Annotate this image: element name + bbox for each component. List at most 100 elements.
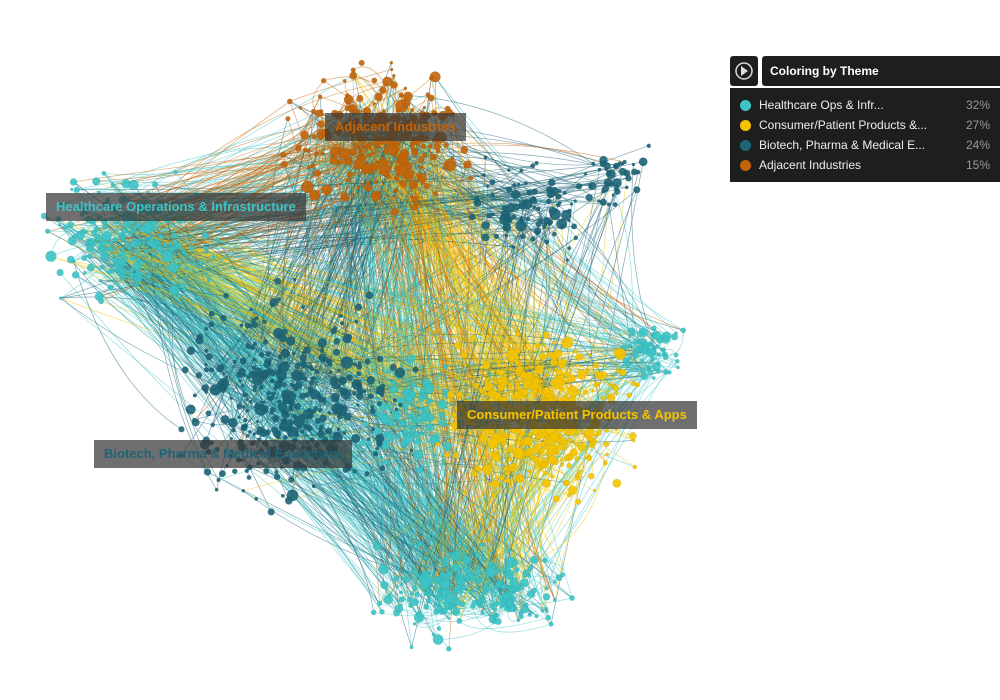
node[interactable] bbox=[151, 181, 159, 188]
node[interactable] bbox=[565, 258, 569, 262]
node[interactable] bbox=[274, 277, 282, 285]
node[interactable] bbox=[599, 155, 608, 165]
node[interactable] bbox=[358, 384, 363, 388]
node[interactable] bbox=[412, 366, 419, 373]
node[interactable] bbox=[90, 229, 98, 237]
node[interactable] bbox=[534, 364, 544, 375]
node[interactable] bbox=[443, 142, 450, 148]
node[interactable] bbox=[481, 221, 490, 230]
node[interactable] bbox=[545, 198, 552, 205]
node[interactable] bbox=[231, 468, 238, 475]
node[interactable] bbox=[382, 76, 393, 87]
node[interactable] bbox=[346, 374, 354, 382]
node[interactable] bbox=[280, 409, 287, 415]
node[interactable] bbox=[491, 480, 500, 488]
node[interactable] bbox=[208, 321, 215, 328]
node[interactable] bbox=[447, 616, 451, 621]
node[interactable] bbox=[442, 364, 449, 370]
node[interactable] bbox=[379, 608, 385, 615]
node[interactable] bbox=[419, 411, 429, 421]
node[interactable] bbox=[345, 92, 350, 98]
node[interactable] bbox=[294, 403, 302, 411]
node[interactable] bbox=[452, 452, 459, 459]
node[interactable] bbox=[220, 414, 230, 425]
node[interactable] bbox=[479, 433, 489, 443]
node[interactable] bbox=[482, 464, 493, 475]
node[interactable] bbox=[396, 599, 400, 604]
node[interactable] bbox=[480, 610, 485, 615]
node[interactable] bbox=[491, 564, 497, 569]
node[interactable] bbox=[513, 567, 520, 573]
node[interactable] bbox=[488, 428, 495, 435]
node[interactable] bbox=[327, 410, 332, 415]
node[interactable] bbox=[525, 216, 531, 221]
node[interactable] bbox=[555, 368, 563, 376]
node[interactable] bbox=[281, 328, 288, 335]
node[interactable] bbox=[394, 407, 399, 412]
node[interactable] bbox=[483, 155, 488, 160]
node[interactable] bbox=[259, 400, 263, 404]
node[interactable] bbox=[429, 398, 434, 403]
node[interactable] bbox=[393, 140, 398, 145]
node[interactable] bbox=[560, 462, 565, 467]
node[interactable] bbox=[573, 349, 579, 354]
node[interactable] bbox=[316, 429, 326, 439]
node[interactable] bbox=[416, 172, 423, 179]
node[interactable] bbox=[474, 568, 483, 576]
node[interactable] bbox=[346, 101, 351, 106]
node[interactable] bbox=[479, 388, 485, 394]
node[interactable] bbox=[494, 618, 502, 626]
node[interactable] bbox=[390, 81, 398, 89]
node[interactable] bbox=[407, 414, 413, 419]
node[interactable] bbox=[135, 269, 142, 277]
legend-row[interactable]: Adjacent Industries 15% bbox=[730, 155, 1000, 175]
node[interactable] bbox=[289, 401, 296, 407]
node[interactable] bbox=[300, 360, 308, 369]
node[interactable] bbox=[378, 163, 391, 176]
node[interactable] bbox=[236, 371, 243, 379]
node[interactable] bbox=[633, 338, 640, 345]
node[interactable] bbox=[246, 374, 251, 379]
node[interactable] bbox=[409, 645, 414, 650]
node[interactable] bbox=[506, 599, 515, 607]
node[interactable] bbox=[340, 356, 354, 370]
node[interactable] bbox=[130, 255, 136, 261]
node[interactable] bbox=[315, 152, 319, 157]
node[interactable] bbox=[586, 456, 592, 462]
node[interactable] bbox=[389, 385, 399, 394]
node[interactable] bbox=[265, 367, 273, 374]
node[interactable] bbox=[487, 437, 499, 450]
node[interactable] bbox=[102, 259, 107, 264]
node[interactable] bbox=[403, 576, 411, 584]
node[interactable] bbox=[478, 604, 483, 609]
node[interactable] bbox=[298, 106, 303, 110]
node[interactable] bbox=[505, 391, 510, 396]
node[interactable] bbox=[265, 351, 271, 357]
node[interactable] bbox=[323, 401, 327, 405]
node[interactable] bbox=[497, 397, 502, 401]
node[interactable] bbox=[560, 458, 564, 462]
node[interactable] bbox=[317, 393, 322, 398]
node[interactable] bbox=[314, 109, 323, 118]
node[interactable] bbox=[295, 144, 302, 152]
node[interactable] bbox=[535, 342, 542, 349]
node[interactable] bbox=[81, 255, 88, 262]
node[interactable] bbox=[395, 163, 408, 176]
node[interactable] bbox=[282, 434, 288, 441]
node[interactable] bbox=[441, 459, 445, 463]
node[interactable] bbox=[309, 163, 316, 169]
node[interactable] bbox=[317, 120, 325, 128]
node[interactable] bbox=[421, 144, 427, 150]
node[interactable] bbox=[308, 386, 314, 392]
node[interactable] bbox=[421, 391, 425, 396]
node[interactable] bbox=[488, 388, 493, 393]
node[interactable] bbox=[366, 375, 376, 385]
node[interactable] bbox=[203, 348, 209, 354]
node[interactable] bbox=[400, 419, 404, 424]
node[interactable] bbox=[331, 402, 343, 415]
node[interactable] bbox=[373, 179, 378, 184]
node[interactable] bbox=[273, 473, 281, 481]
node[interactable] bbox=[515, 366, 523, 374]
node[interactable] bbox=[410, 569, 416, 574]
node[interactable] bbox=[566, 437, 572, 443]
